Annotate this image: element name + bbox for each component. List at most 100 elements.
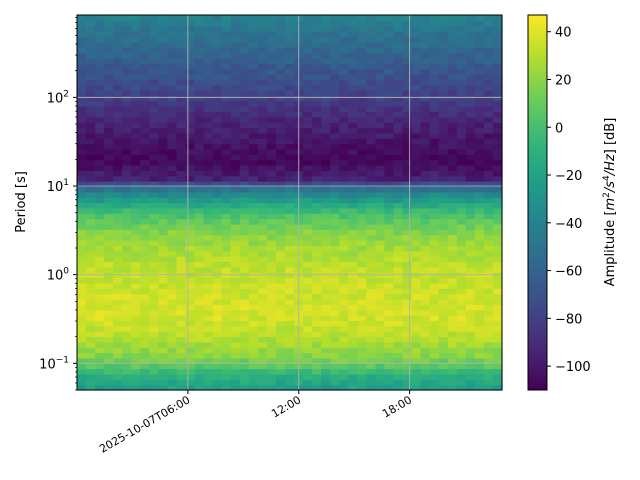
- heatmap-cell: [330, 245, 340, 252]
- heatmap-cell: [357, 223, 367, 230]
- heatmap-cell: [321, 148, 331, 155]
- heatmap-cell: [221, 213, 232, 220]
- heatmap-cell: [95, 175, 105, 182]
- heatmap-cell: [384, 25, 395, 32]
- heatmap-cell: [275, 218, 286, 225]
- heatmap-cell: [474, 331, 485, 338]
- heatmap-cell: [393, 100, 404, 107]
- heatmap-cell: [357, 191, 367, 198]
- heatmap-cell: [194, 213, 205, 220]
- heatmap-cell: [303, 266, 313, 273]
- heatmap-cell: [492, 132, 503, 139]
- heatmap-cell: [393, 261, 404, 268]
- heatmap-cell: [357, 277, 367, 284]
- heatmap-cell: [393, 234, 404, 241]
- heatmap-cell: [492, 25, 503, 32]
- heatmap-cell: [366, 36, 376, 43]
- heatmap-cell: [149, 261, 159, 268]
- heatmap-cell: [492, 266, 503, 273]
- heatmap-cell: [402, 325, 413, 332]
- heatmap-cell: [248, 223, 259, 230]
- heatmap-cell: [86, 138, 96, 145]
- heatmap-cell: [176, 245, 187, 252]
- heatmap-cell: [456, 218, 467, 225]
- heatmap-cell: [266, 202, 277, 209]
- heatmap-cell: [158, 197, 169, 204]
- heatmap-cell: [266, 100, 277, 107]
- heatmap-cell: [348, 240, 358, 246]
- heatmap-cell: [140, 90, 150, 96]
- heatmap-cell: [357, 250, 367, 257]
- heatmap-cell: [330, 84, 340, 91]
- heatmap-cell: [483, 25, 494, 32]
- heatmap-cell: [393, 175, 404, 182]
- heatmap-cell: [348, 95, 358, 102]
- heatmap-cell: [257, 127, 268, 134]
- heatmap-cell: [194, 197, 205, 204]
- heatmap-cell: [303, 315, 313, 321]
- heatmap-cell: [140, 73, 150, 80]
- heatmap-cell: [384, 47, 395, 54]
- heatmap-cell: [185, 240, 196, 246]
- heatmap-cell: [492, 373, 503, 380]
- heatmap-cell: [348, 282, 358, 289]
- heatmap-cell: [185, 207, 196, 214]
- heatmap-cell: [176, 347, 187, 354]
- heatmap-cell: [357, 132, 367, 139]
- heatmap-cell: [266, 148, 277, 155]
- heatmap-cell: [113, 352, 123, 359]
- heatmap-cell: [212, 73, 223, 80]
- heatmap-cell: [284, 282, 295, 289]
- heatmap-cell: [257, 341, 268, 348]
- heatmap-cell: [438, 181, 449, 188]
- heatmap-cell: [438, 315, 449, 321]
- heatmap-cell: [131, 181, 141, 188]
- heatmap-cell: [411, 331, 422, 338]
- heatmap-cell: [284, 325, 295, 332]
- heatmap-cell: [194, 282, 205, 289]
- heatmap-cell: [483, 379, 494, 386]
- heatmap-cell: [257, 15, 268, 21]
- heatmap-cell: [122, 282, 132, 289]
- heatmap-cell: [465, 95, 476, 102]
- heatmap-cell: [77, 363, 87, 370]
- heatmap-cell: [375, 73, 386, 80]
- heatmap-cell: [95, 261, 105, 268]
- heatmap-cell: [420, 111, 431, 118]
- heatmap-cell: [321, 341, 331, 348]
- heatmap-cell: [230, 357, 241, 364]
- heatmap-cell: [474, 106, 485, 113]
- heatmap-cell: [420, 240, 431, 246]
- heatmap-cell: [158, 282, 169, 289]
- heatmap-cell: [411, 304, 422, 311]
- heatmap-cell: [104, 341, 114, 348]
- heatmap-cell: [393, 57, 404, 64]
- heatmap-cell: [366, 127, 376, 134]
- heatmap-cell: [284, 384, 295, 391]
- heatmap-cell: [122, 138, 132, 145]
- heatmap-cell: [348, 266, 358, 273]
- heatmap-cell: [447, 277, 458, 284]
- heatmap-cell: [266, 379, 277, 386]
- heatmap-cell: [221, 288, 232, 295]
- heatmap-cell: [167, 384, 178, 391]
- heatmap-cell: [248, 250, 259, 257]
- heatmap-cell: [149, 352, 159, 359]
- heatmap-cell: [420, 373, 431, 380]
- heatmap-cell: [149, 90, 159, 96]
- heatmap-cell: [149, 282, 159, 289]
- heatmap-cell: [321, 223, 331, 230]
- heatmap-cell: [167, 223, 178, 230]
- heatmap-cell: [375, 266, 386, 273]
- heatmap-cell: [113, 154, 123, 161]
- heatmap-cell: [140, 191, 150, 198]
- heatmap-cell: [284, 250, 295, 257]
- heatmap-cell: [438, 229, 449, 236]
- heatmap-cell: [104, 68, 114, 75]
- heatmap-cell: [203, 68, 214, 75]
- heatmap-cell: [104, 47, 114, 54]
- heatmap-cell: [474, 347, 485, 354]
- heatmap-cell: [230, 20, 241, 27]
- heatmap-cell: [492, 57, 503, 64]
- heatmap-cell: [366, 266, 376, 273]
